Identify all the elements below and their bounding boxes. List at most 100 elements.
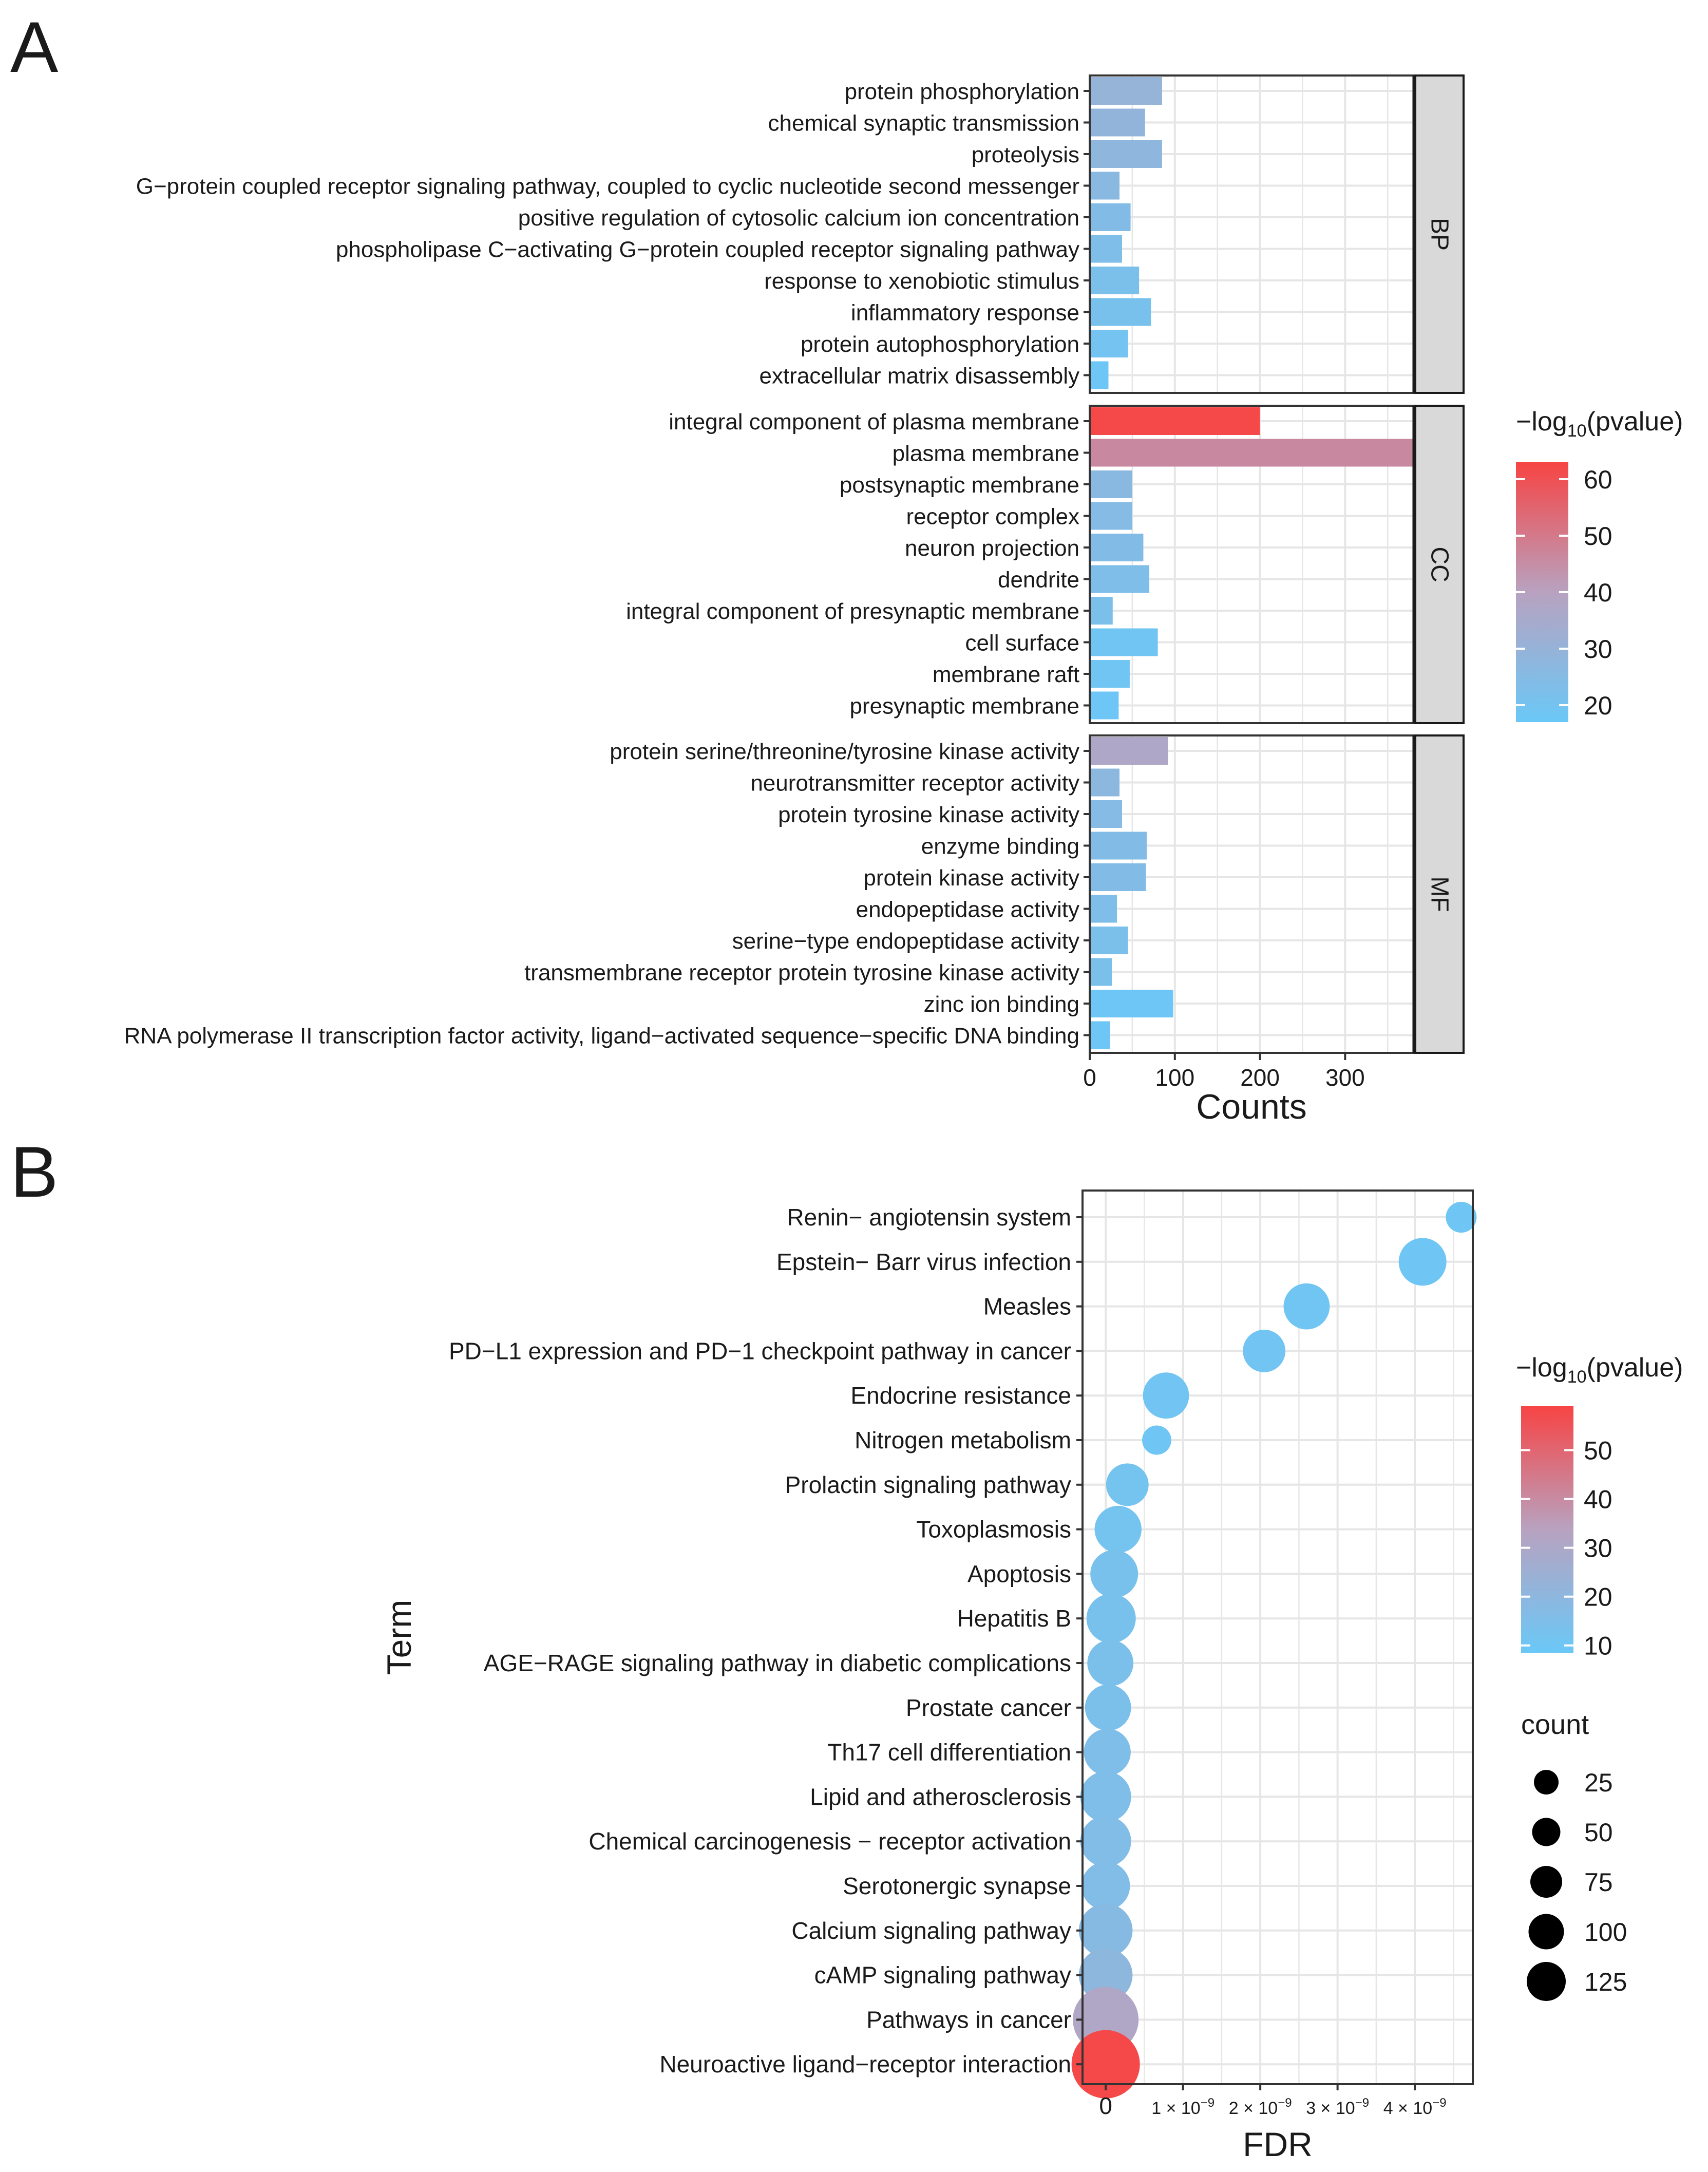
bar (1090, 832, 1147, 860)
size-legend-dot (1527, 1962, 1566, 2001)
bubble-point (1398, 1238, 1447, 1286)
term-label: Endocrine resistance (850, 1382, 1071, 1409)
size-legend-label: 100 (1584, 1918, 1627, 1947)
bubble-point (1087, 1640, 1134, 1686)
facet-strip-label: CC (1426, 546, 1453, 582)
bubble-point (1080, 1771, 1131, 1822)
bar (1090, 628, 1158, 656)
term-label: Renin− angiotensin system (787, 1204, 1071, 1231)
bubble-point (1078, 1903, 1133, 1958)
x-tick-label: 1 × 10−9 (1151, 2096, 1214, 2118)
bubble-point (1071, 2030, 1140, 2099)
bubble-point (1090, 1550, 1138, 1598)
term-label: Pathways in cancer (866, 2006, 1071, 2033)
term-label: Apoptosis (967, 1560, 1071, 1587)
bar (1090, 470, 1132, 498)
facet-strip-label: BP (1426, 218, 1453, 251)
bar (1090, 800, 1122, 828)
bubble-point (1081, 1861, 1130, 1911)
category-label: neurotransmitter receptor activity (750, 771, 1079, 796)
x-tick-label: 3 × 10−9 (1306, 2096, 1369, 2118)
category-label: extracellular matrix disassembly (759, 364, 1079, 389)
bar (1090, 597, 1113, 625)
term-label: Chemical carcinogenesis − receptor activ… (589, 1828, 1071, 1855)
color-bar-label: 20 (1584, 1583, 1612, 1612)
term-label: Hepatitis B (957, 1605, 1071, 1632)
size-legend-dot (1534, 1770, 1559, 1795)
bubble-point (1086, 1594, 1136, 1644)
y-axis-title: Term (380, 1600, 418, 1675)
size-legend-label: 25 (1584, 1768, 1613, 1797)
term-label: Th17 cell differentiation (827, 1739, 1071, 1766)
x-tick-label: 4 × 10−9 (1383, 2096, 1447, 2118)
color-bar-label: 30 (1584, 1534, 1612, 1563)
bar (1090, 108, 1145, 137)
bubble-point (1283, 1283, 1330, 1330)
category-label: inflammatory response (851, 300, 1079, 326)
x-tick-label: 100 (1155, 1064, 1194, 1091)
category-label: response to xenobiotic stimulus (764, 269, 1079, 294)
color-bar-label: 20 (1584, 691, 1612, 720)
bubble-point (1078, 1948, 1133, 2002)
go-enrichment-bar-chart: protein phosphorylation chemical synaptic… (124, 74, 1683, 1126)
bar (1090, 502, 1132, 530)
bubble-point (1080, 1816, 1131, 1867)
color-bar-label: 50 (1584, 1437, 1612, 1465)
category-label: membrane raft (933, 662, 1079, 687)
category-label: plasma membrane (893, 441, 1079, 466)
category-label: proteolysis (972, 142, 1079, 167)
term-label: cAMP signaling pathway (814, 1962, 1071, 1989)
x-axis-title: FDR (1243, 2125, 1313, 2163)
category-label: integral component of plasma membrane (669, 409, 1079, 435)
term-label: Measles (983, 1293, 1071, 1320)
bubble-point (1085, 1684, 1131, 1731)
kegg-bubble-chart: Renin− angiotensin system Epstein− Barr v… (380, 1189, 1683, 2163)
bar (1090, 958, 1112, 986)
term-label: PD−L1 expression and PD−1 checkpoint pat… (449, 1337, 1071, 1364)
category-label: protein phosphorylation (845, 79, 1079, 104)
category-label: transmembrane receptor protein tyrosine … (524, 960, 1079, 986)
bar (1090, 565, 1150, 593)
bar (1090, 267, 1140, 294)
category-label: G−protein coupled receptor signaling pat… (136, 174, 1079, 199)
category-label: presynaptic membrane (849, 694, 1079, 719)
category-label: protein kinase activity (863, 865, 1079, 891)
facet-strip (1414, 74, 1465, 394)
bar (1090, 737, 1168, 765)
term-label: Lipid and atherosclerosis (810, 1783, 1071, 1810)
term-label: AGE−RAGE signaling pathway in diabetic c… (484, 1650, 1071, 1676)
color-bar-label: 30 (1584, 635, 1612, 664)
x-tick-label: 300 (1325, 1064, 1365, 1091)
bar (1090, 895, 1117, 923)
term-label: Prolactin signaling pathway (785, 1471, 1071, 1498)
bar (1090, 298, 1151, 326)
size-legend-label: 125 (1584, 1968, 1627, 1996)
bar (1090, 691, 1119, 720)
bar (1090, 990, 1173, 1017)
color-bar (1521, 1406, 1573, 1653)
bar (1090, 172, 1120, 200)
bar (1090, 863, 1146, 891)
x-tick-label: 0 (1099, 2092, 1112, 2119)
category-label: zinc ion binding (924, 992, 1079, 1017)
size-legend-dot (1528, 1914, 1564, 1950)
x-tick-label: 0 (1083, 1064, 1096, 1091)
plot-frame (1081, 1189, 1474, 2085)
bar (1090, 768, 1120, 797)
category-label: enzyme binding (921, 834, 1079, 859)
bar (1090, 660, 1130, 688)
facet-strip-label: MF (1426, 876, 1453, 912)
category-label: postsynaptic membrane (840, 473, 1079, 498)
category-label: protein autophosphorylation (801, 332, 1079, 357)
category-label: positive regulation of cytosolic calcium… (518, 205, 1079, 231)
bubble-point (1142, 1425, 1171, 1455)
category-label: endopeptidase activity (856, 897, 1079, 922)
term-label: Neuroactive ligand−receptor interaction (659, 2051, 1071, 2077)
bubble-point (1446, 1201, 1477, 1233)
color-bar-label: 50 (1584, 522, 1612, 551)
legend-title: −log10(pvalue) (1516, 1353, 1683, 1387)
bar (1090, 330, 1128, 357)
category-label: neuron projection (905, 536, 1079, 561)
bubble-point (1084, 1728, 1131, 1776)
